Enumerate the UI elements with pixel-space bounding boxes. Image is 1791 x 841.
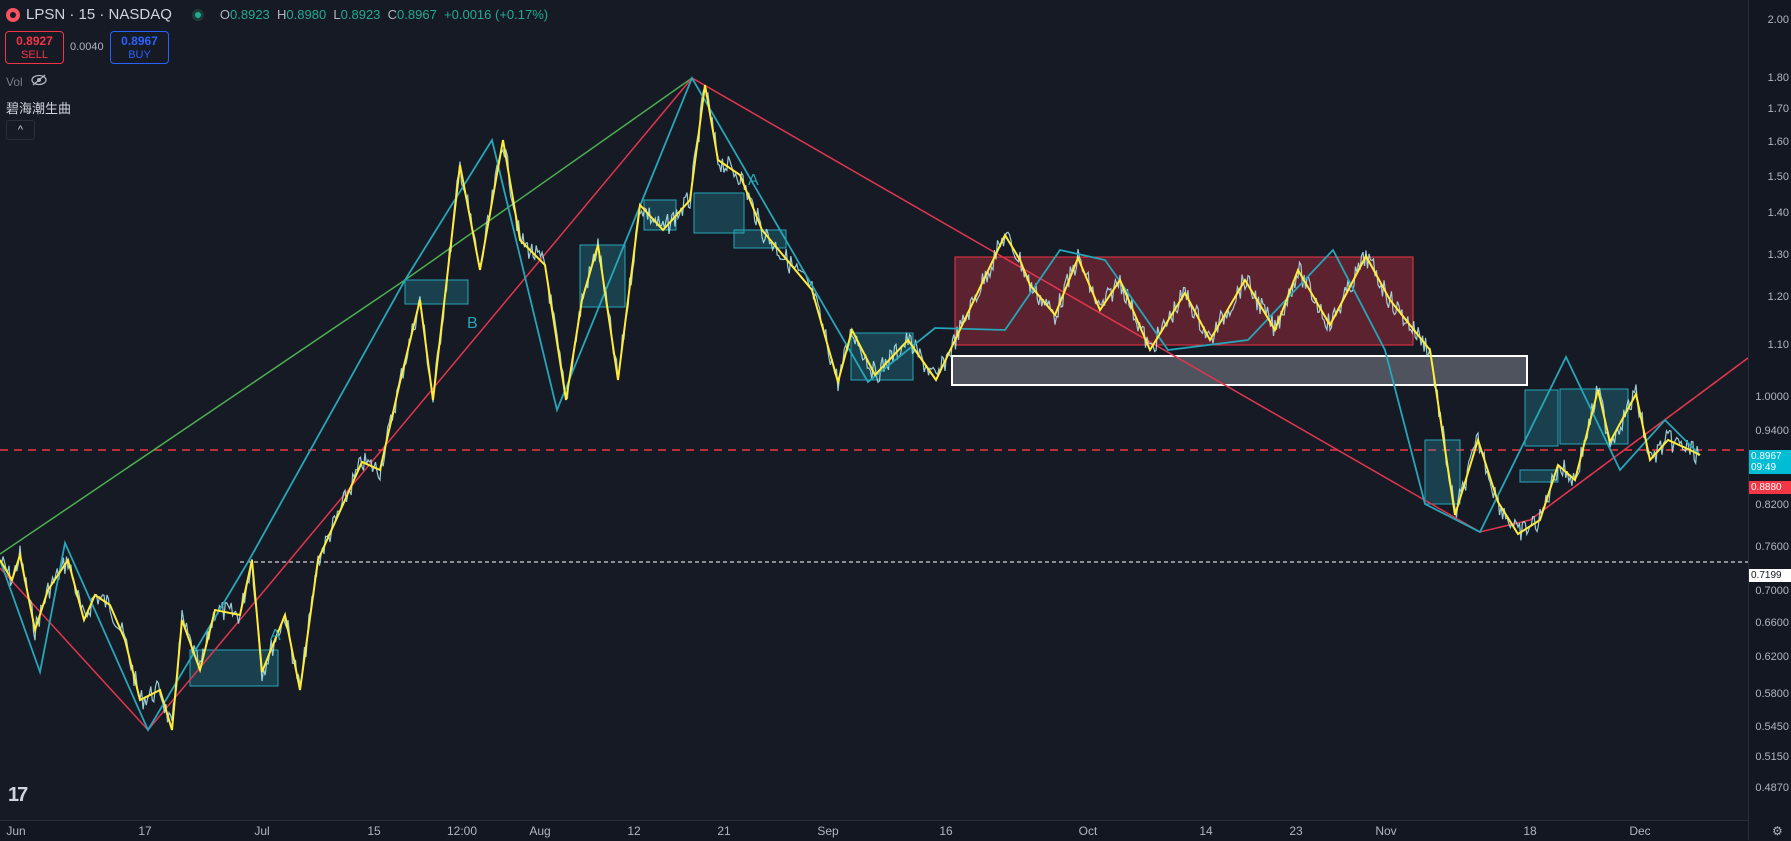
- resistance-zone[interactable]: [954, 256, 1414, 346]
- red-trend-line: [0, 77, 1748, 732]
- collapse-legend-button[interactable]: ^: [6, 120, 35, 140]
- time-tick: 14: [1199, 824, 1213, 838]
- price-tick: 0.6600: [1755, 617, 1789, 629]
- green-trend-line: [0, 77, 693, 555]
- price-tick: 2.00: [1767, 14, 1789, 26]
- spread-value: 0.0040: [70, 41, 104, 53]
- price-tick: 1.10: [1767, 339, 1789, 351]
- time-tick: Sep: [817, 824, 839, 838]
- ohlc-values: O0.8923 H0.8980 L0.8923 C0.8967 +0.0016 …: [219, 7, 549, 22]
- yellow-wave: [0, 84, 1701, 731]
- price-tick: 0.5450: [1755, 721, 1789, 733]
- annotation-b: B: [467, 315, 478, 332]
- time-tick: 21: [717, 824, 731, 838]
- red-extension-line: [1529, 357, 1748, 521]
- annotation-a-1: A: [270, 627, 281, 644]
- symbol-title[interactable]: LPSN · 15 · NASDAQ: [26, 6, 172, 23]
- price-tick: 1.30: [1767, 249, 1789, 261]
- current-price-badge: 0.8967 09:49: [1749, 450, 1791, 474]
- time-tick: Jun: [6, 824, 26, 838]
- time-tick: 12: [627, 824, 641, 838]
- teal-wave: [0, 75, 1701, 732]
- time-tick: Dec: [1629, 824, 1651, 838]
- price-bars: [0, 86, 1700, 723]
- time-tick: Nov: [1375, 824, 1397, 838]
- price-tick: 0.4870: [1755, 782, 1789, 794]
- time-tick: 18: [1523, 824, 1537, 838]
- price-tick: 1.40: [1767, 207, 1789, 219]
- time-tick: Aug: [529, 824, 551, 838]
- time-tick: Jul: [254, 824, 270, 838]
- time-axis[interactable]: Jun 17 Jul 15 12:00 Aug 12 21 Sep 16 Oct…: [0, 820, 1748, 841]
- eye-hidden-icon[interactable]: [31, 74, 47, 89]
- tradingview-logo-icon[interactable]: 17: [8, 784, 28, 806]
- buy-button[interactable]: 0.8967 BUY: [110, 31, 169, 64]
- price-tick: 0.9400: [1755, 425, 1789, 437]
- price-tick: 1.60: [1767, 136, 1789, 148]
- indicator-name[interactable]: 碧海潮生曲: [6, 101, 72, 116]
- chart-area[interactable]: A B A: [0, 0, 1748, 820]
- settings-icon[interactable]: ⚙: [1772, 824, 1783, 838]
- price-tick: 0.5150: [1755, 751, 1789, 763]
- chart-legend: LPSN · 15 · NASDAQ O0.8923 H0.8980 L0.89…: [6, 6, 548, 23]
- time-tick: 23: [1289, 824, 1303, 838]
- price-tick: 1.20: [1767, 291, 1789, 303]
- time-tick: 15: [367, 824, 381, 838]
- sell-button[interactable]: 0.8927 SELL: [5, 31, 64, 64]
- price-tick: 1.50: [1767, 171, 1789, 183]
- time-tick: 16: [939, 824, 953, 838]
- price-tick: 0.5800: [1755, 688, 1789, 700]
- price-tick: 0.6200: [1755, 651, 1789, 663]
- white-line-price-badge: 0.7199: [1749, 569, 1791, 582]
- price-tick: 1.70: [1767, 103, 1789, 115]
- annotation-a-2: A: [748, 172, 759, 189]
- time-tick: Oct: [1078, 824, 1098, 838]
- price-tick: 1.80: [1767, 72, 1789, 84]
- price-tick: 0.7000: [1755, 585, 1789, 597]
- chevron-up-icon: ^: [17, 124, 24, 136]
- price-axis[interactable]: 2.00 1.80 1.70 1.60 1.50 1.40 1.30 1.20 …: [1748, 0, 1791, 840]
- price-chart[interactable]: A B A: [0, 0, 1748, 820]
- price-tick: 0.8200: [1755, 499, 1789, 511]
- support-zone[interactable]: [951, 355, 1528, 386]
- symbol-logo-icon: [6, 7, 20, 22]
- market-status-icon[interactable]: [191, 8, 204, 21]
- red-line-price-badge: 0.8880: [1749, 481, 1791, 494]
- price-tick: 0.7600: [1755, 541, 1789, 553]
- price-tick: 1.0000: [1755, 391, 1789, 403]
- time-tick: 12:00: [446, 824, 478, 838]
- time-tick: 17: [138, 824, 152, 838]
- volume-indicator[interactable]: Vol: [6, 74, 47, 89]
